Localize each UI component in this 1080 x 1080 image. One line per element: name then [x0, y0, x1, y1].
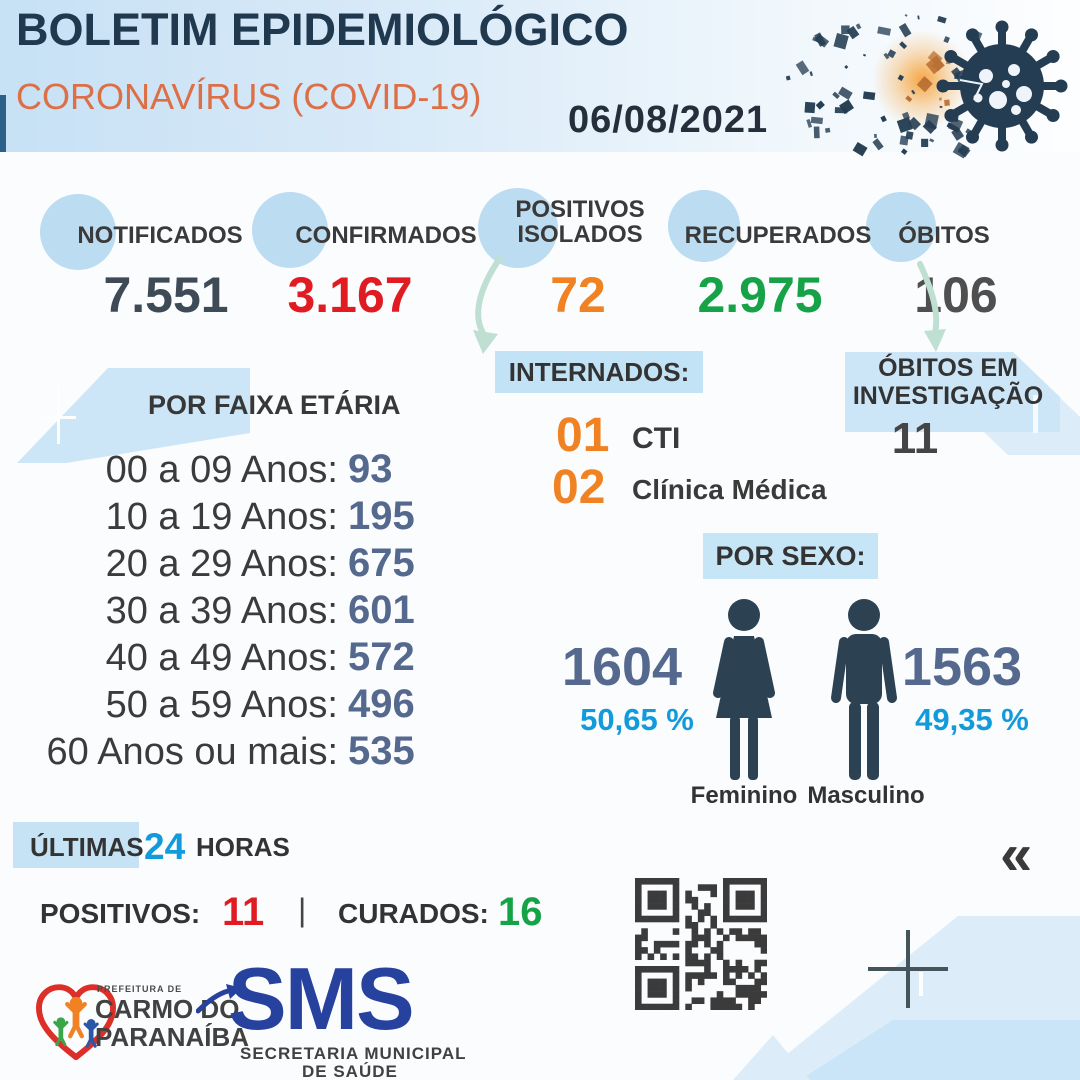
chevrons-icon: « — [1000, 822, 1033, 887]
por-sexo-header: POR SEXO: — [703, 533, 878, 579]
stat-label-confirmados: CONFIRMADOS — [295, 222, 477, 249]
age-count-value: 675 — [348, 541, 415, 585]
age-count-value: 93 — [348, 447, 393, 491]
curados-24h-value: 16 — [498, 890, 543, 934]
virus-body — [936, 20, 1068, 152]
faixa-etaria-title: POR FAIXA ETÁRIA — [148, 390, 401, 420]
obitos-investigacao-flag — [845, 352, 1080, 455]
sms-logo: SMS — [228, 949, 415, 1048]
stat-circle — [866, 192, 936, 262]
stat-circle — [478, 188, 558, 268]
corner-decoration — [733, 916, 1080, 1080]
stat-value: 72 — [550, 267, 606, 323]
age-table: 00 a 09 Anos: 93 10 a 19 Anos: 195 20 a 29 A… — [30, 446, 432, 775]
cti-count: 01 — [556, 409, 610, 462]
age-range-label: 40 a 49 Anos: — [105, 637, 338, 679]
left-edge-stripe — [0, 95, 6, 152]
stat-label-notificados: NOTIFICADOS — [77, 222, 243, 249]
positivos-24h-label: POSITIVOS: — [40, 898, 201, 929]
male-icon — [831, 599, 897, 780]
virus-icon — [785, 14, 1068, 159]
curved-arrow-icon — [475, 255, 503, 339]
positivos-24h-value: 11 — [222, 890, 265, 934]
age-count-value: 572 — [348, 635, 415, 679]
age-range-label: 60 Anos ou mais: — [46, 731, 338, 773]
page-title: BOLETIM EPIDEMIOLÓGICO — [16, 4, 629, 55]
stat-circle — [252, 192, 328, 268]
ultimas-suffix: HORAS — [196, 832, 290, 862]
age-row: 20 a 29 Anos: 675 — [30, 540, 432, 587]
stat-value: 3.167 — [287, 267, 413, 323]
ultimas-number: 24 — [144, 826, 186, 867]
age-count-value: 195 — [348, 494, 415, 538]
prefeitura-tagline: PREFEITURA DE — [97, 984, 183, 994]
cti-label: CTI — [632, 422, 681, 455]
stat-label-recuperados: RECUPERADOS — [684, 222, 872, 249]
age-row: 30 a 39 Anos: 601 — [30, 587, 432, 634]
age-range-label: 30 a 39 Anos: — [105, 590, 338, 632]
stat-value: 106 — [914, 267, 998, 323]
qr-code — [635, 878, 767, 1010]
ultimas-highlight-bg — [13, 822, 139, 868]
arrow-icon — [196, 984, 242, 1014]
age-row: 60 Anos ou mais: 535 — [30, 728, 432, 775]
age-row: 10 a 19 Anos: 195 — [30, 493, 432, 540]
stat-label-positivos-isolados: POSITIVOS ISOLADOS — [515, 196, 645, 248]
male-percent: 49,35 % — [915, 702, 1029, 737]
stat-circle — [40, 194, 116, 270]
tick-mark — [919, 972, 923, 996]
ultimas-label: ÚLTIMAS — [30, 832, 144, 862]
age-count-value: 496 — [348, 682, 415, 726]
female-percent: 50,65 % — [580, 702, 694, 737]
female-label: Feminino — [690, 782, 798, 809]
curados-24h-label: CURADOS: — [338, 898, 489, 929]
bulletin-date: 06/08/2021 — [568, 99, 769, 141]
sms-subtitle-line2: DE SAÚDE — [302, 1062, 398, 1080]
age-row: 40 a 49 Anos: 572 — [30, 634, 432, 681]
female-count: 1604 — [561, 637, 683, 697]
sms-subtitle-line1: SECRETARIA MUNICIPAL — [240, 1044, 467, 1063]
age-row: 00 a 09 Anos: 93 — [30, 446, 432, 493]
faixa-etaria-flag — [17, 368, 250, 463]
clinica-label: Clínica Médica — [632, 474, 827, 505]
male-count: 1563 — [901, 637, 1023, 697]
stat-circle — [668, 190, 740, 262]
obitos-inv-line2: INVESTIGAÇÃO — [852, 382, 1044, 410]
age-count-value: 601 — [348, 588, 415, 632]
age-range-label: 20 a 29 Anos: — [105, 543, 338, 585]
female-icon — [713, 599, 775, 780]
age-range-label: 10 a 19 Anos: — [105, 496, 338, 538]
stat-label-obitos: ÓBITOS — [898, 222, 990, 249]
internados-header: INTERNADOS: — [495, 351, 703, 393]
clinica-count: 02 — [552, 461, 606, 514]
obitos-inv-line1: ÓBITOS EM — [878, 354, 1018, 382]
obitos-inv-value: 11 — [891, 414, 939, 463]
stat-value: 7.551 — [103, 267, 229, 323]
age-range-label: 00 a 09 Anos: — [105, 449, 338, 491]
city-name-line2: PARANAÍBA — [95, 1022, 250, 1052]
page-subtitle: CORONAVÍRUS (COVID-19) — [16, 76, 482, 117]
heart-logo — [36, 984, 116, 1061]
stat-value: 2.975 — [697, 267, 823, 323]
age-range-label: 50 a 59 Anos: — [105, 684, 338, 726]
age-row: 50 a 59 Anos: 496 — [30, 681, 432, 728]
divider: | — [298, 892, 307, 928]
plus-mark — [868, 967, 948, 971]
male-label: Masculino — [807, 782, 925, 809]
age-count-value: 535 — [348, 729, 415, 773]
